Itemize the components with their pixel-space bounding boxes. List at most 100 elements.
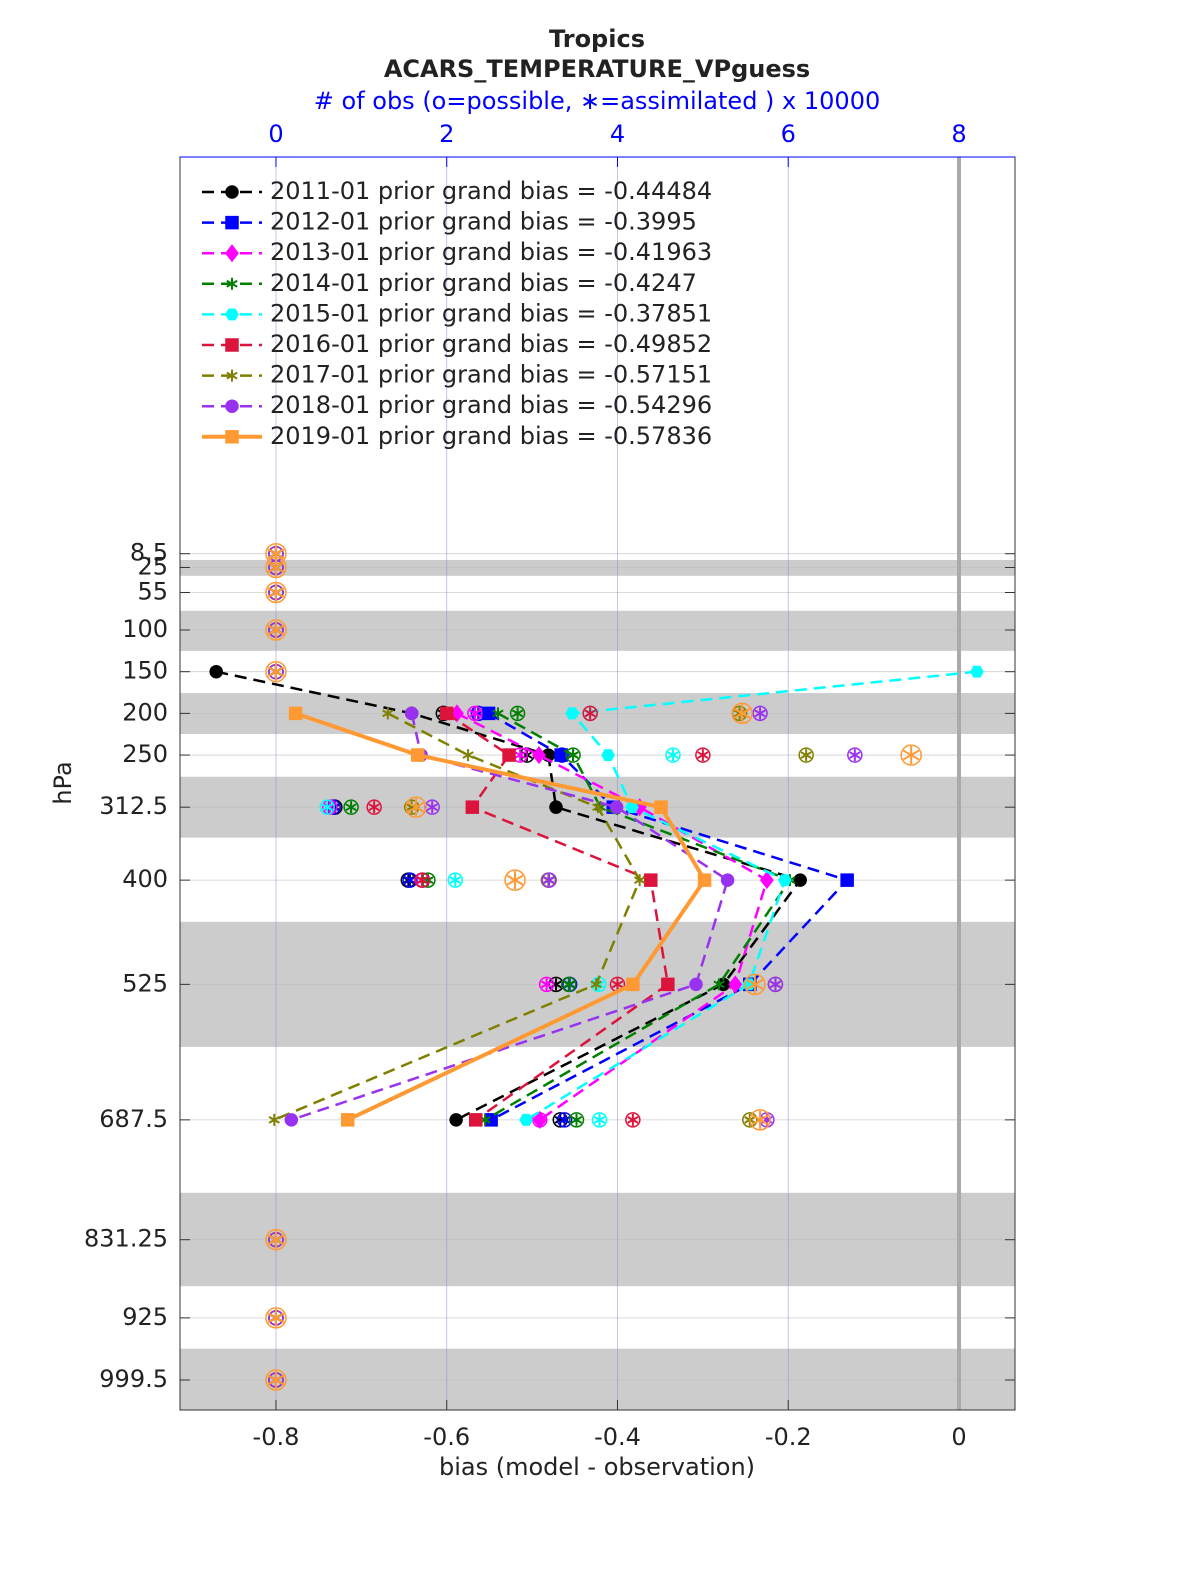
marker [492,707,504,720]
marker [746,975,764,994]
marker [627,1113,639,1126]
marker [268,1113,280,1126]
marker [731,702,753,725]
marker [609,800,624,814]
marker [424,799,440,815]
series-line [273,712,642,1122]
y-tick-label: 25 [137,552,168,580]
marker [265,1307,287,1329]
marker [265,1228,287,1251]
marker [506,871,524,890]
legend-label: 2011-01 prior grand bias = -0.44484 [270,177,712,205]
marker [439,706,454,721]
y-tick-label: 999.5 [99,1365,168,1393]
marker [267,1230,285,1249]
marker [567,749,579,762]
x2-tick-label: 2 [439,120,454,148]
marker [720,873,735,887]
legend-label: 2019-01 prior grand bias = -0.57836 [270,422,712,450]
marker [225,430,239,444]
x2-axis-label: # of obs (o=possible, ∗=assimilated ) x … [314,87,880,115]
marker [733,707,746,720]
y-tick-label: 525 [122,969,168,997]
marker [407,798,425,817]
legend-marker [226,369,238,382]
legend-label: 2014-01 prior grand bias = -0.4247 [270,269,697,297]
marker [319,799,335,815]
series-line [294,711,707,1122]
marker [697,749,709,762]
marker [225,399,239,413]
marker [558,1113,571,1126]
series-line [290,713,730,1122]
marker [410,748,425,762]
marker [209,664,223,679]
shaded-layer [180,610,1015,651]
marker [665,747,681,763]
marker [267,662,285,681]
marker [591,1112,608,1128]
shaded-layer [180,1348,1015,1410]
series [265,542,922,1391]
y-tick-label: 55 [137,577,168,605]
marker [847,747,863,763]
marker [695,747,711,763]
x-tick-label: -0.4 [594,1423,641,1451]
marker [554,748,568,762]
marker [752,705,768,722]
marker [970,665,984,678]
marker [265,1369,287,1391]
marker [345,801,357,814]
legend-marker [226,277,238,290]
marker [759,871,774,890]
marker [462,749,474,762]
marker [561,976,577,993]
marker [481,706,496,721]
marker [592,801,604,814]
marker [321,801,333,814]
series-line [456,712,769,1121]
legend-label: 2012-01 prior grand bias = -0.3995 [270,208,697,236]
legend-marker [225,430,239,444]
marker [267,1308,285,1327]
marker [713,978,725,991]
x2-tick-label: 0 [268,120,283,148]
y-tick-label: 150 [122,657,168,685]
marker [502,748,516,762]
series-line [446,712,670,1121]
marker [593,1113,606,1126]
marker [849,749,861,762]
marker [267,583,285,602]
marker [565,707,580,720]
series-line [484,712,792,1121]
marker [565,747,581,763]
marker [426,801,438,814]
marker [504,869,526,891]
marker [549,800,563,814]
marker [414,872,430,888]
marker [519,1113,533,1126]
marker [667,749,679,762]
legend-marker [225,185,239,199]
legend-label: 2018-01 prior grand bias = -0.54296 [270,391,712,419]
marker [543,874,555,887]
marker [540,978,553,991]
marker [509,705,526,722]
marker [479,1113,491,1126]
marker [267,1370,285,1389]
marker [798,747,814,763]
marker [288,706,303,721]
marker [625,1112,641,1128]
y-tick-label: 400 [122,865,168,893]
marker [644,873,658,887]
marker [531,746,546,765]
y-tick-label: 831.25 [84,1225,168,1253]
legend-marker [225,399,239,413]
marker [265,556,287,579]
y-tick-label: 687.5 [99,1105,168,1133]
marker [469,1113,483,1127]
x-tick-label: 0 [951,1423,966,1451]
marker [382,707,394,720]
legend-marker [225,308,239,321]
